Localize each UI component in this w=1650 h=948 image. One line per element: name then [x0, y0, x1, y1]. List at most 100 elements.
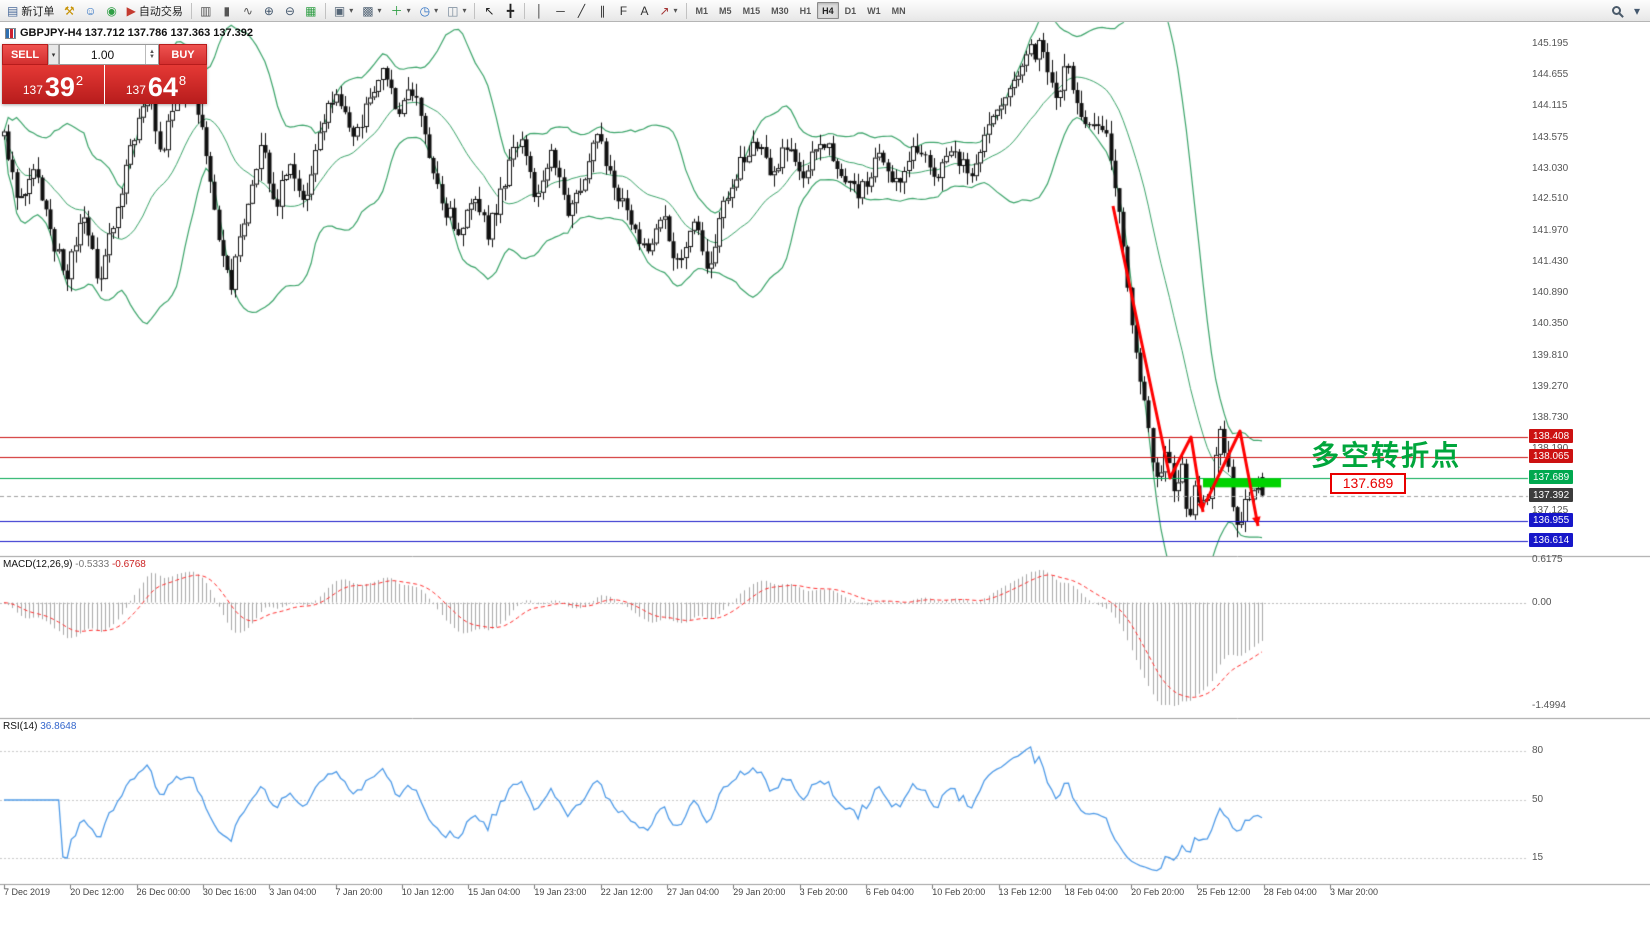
price-level-tag: 138.065 — [1529, 448, 1574, 463]
periods-dropdown-icon[interactable]: ▾ — [434, 6, 439, 15]
cursor-icon: ↖ — [484, 3, 495, 18]
metaeditor-button[interactable]: ⚒ — [59, 1, 79, 20]
price-axis-label: 145.195 — [1532, 37, 1569, 49]
time-axis-label: 28 Feb 04:00 — [1263, 887, 1317, 897]
sell-price-button[interactable]: 137 39 2 — [2, 65, 105, 104]
horizontal-line-icon: ─ — [556, 3, 565, 18]
macd-axis-label: -1.4994 — [1532, 700, 1566, 711]
vertical-line-icon: │ — [535, 3, 544, 18]
crosshair-button[interactable]: ╋ — [500, 1, 520, 20]
text-button[interactable]: A — [634, 1, 654, 20]
arrows-button[interactable]: ↗ ▾ — [655, 1, 681, 20]
price-axis-label: 140.890 — [1532, 287, 1569, 299]
vertical-line-button[interactable]: │ — [529, 1, 549, 20]
zoom-in-icon: ⊕ — [263, 3, 274, 18]
toolbar-separator — [685, 2, 687, 19]
timeframe-m15-button[interactable]: M15 — [742, 5, 761, 16]
rsi-level-label: 50 — [1532, 794, 1544, 805]
community-icon: ◉ — [106, 3, 117, 18]
timeframe-mn-button[interactable]: MN — [891, 5, 906, 16]
trendline-icon: ╱ — [577, 3, 586, 18]
indicators-button[interactable]: ＋ ▾ — [387, 1, 415, 20]
rsi-level-label: 80 — [1532, 744, 1544, 756]
timeframe-h1-button[interactable]: H1 — [799, 5, 812, 16]
market-grid-icon: ▦ — [305, 3, 317, 18]
line-chart-button[interactable]: ∿ — [238, 1, 258, 20]
macd-axis-label: 0.6175 — [1532, 554, 1563, 565]
timeframe-h4-button[interactable]: H4 — [817, 2, 839, 19]
volume-value[interactable]: 1.00 — [90, 47, 115, 62]
price-axis-label: 143.030 — [1532, 163, 1569, 175]
buy-button[interactable]: BUY — [159, 44, 207, 65]
candlestick-chart-button[interactable]: ▮ — [217, 1, 237, 20]
new-chart-dropdown-icon[interactable]: ▾ — [349, 6, 354, 15]
bid-pips: 39 — [44, 72, 75, 102]
zoom-in-button[interactable]: ⊕ — [259, 1, 279, 20]
arrows-dropdown-icon[interactable]: ▾ — [673, 6, 678, 15]
rsi-level-label: 15 — [1532, 851, 1544, 863]
timeframe-m30-button[interactable]: M30 — [771, 5, 789, 16]
timeframe-m5-button[interactable]: M5 — [719, 5, 732, 16]
support-price-annotation: 137.689 — [1330, 473, 1406, 494]
indicators-icon: ＋ — [390, 3, 403, 18]
templates-button[interactable]: ◫ ▾ — [443, 1, 470, 20]
timeframe-d1-button[interactable]: D1 — [844, 5, 857, 16]
toolbar-separator — [324, 2, 326, 19]
templates-dropdown-icon[interactable]: ▾ — [462, 6, 467, 15]
rsi-name: RSI(14) — [3, 721, 38, 732]
volume-field[interactable]: 1.00 ▲ ▼ — [59, 44, 159, 65]
new-chart-icon: ▣ — [333, 3, 346, 18]
price-axis-label: 141.430 — [1532, 255, 1569, 267]
timeframe-m1-button[interactable]: M1 — [695, 5, 709, 16]
chart-title-text: GBPJPY-H4 137.712 137.786 137.363 137.39… — [20, 27, 254, 39]
market-grid-button[interactable]: ▦ — [301, 1, 321, 20]
trade-options-dropdown-icon[interactable]: ▾ — [48, 44, 59, 65]
time-axis-label: 20 Dec 12:00 — [70, 887, 124, 897]
periods-icon: ◷ — [419, 3, 431, 18]
time-axis-label: 10 Jan 12:00 — [401, 887, 454, 897]
accounts-icon: ☺ — [84, 3, 97, 18]
price-level-tag: 137.689 — [1529, 470, 1574, 485]
macd-axis-label: 0.00 — [1532, 596, 1552, 608]
fibonacci-button[interactable]: F — [613, 1, 633, 20]
time-axis-label: 22 Jan 12:00 — [600, 887, 653, 897]
price-axis-label: 144.115 — [1532, 100, 1568, 112]
search-icon — [1611, 6, 1621, 15]
channel-button[interactable]: ∥ — [592, 1, 612, 20]
quick-search-button[interactable]: ▾ — [1627, 1, 1647, 20]
macd-main-value: -0.5333 — [75, 559, 110, 570]
quick-search-icon: ▾ — [1633, 3, 1641, 18]
time-axis-label: 15 Jan 04:00 — [468, 887, 521, 897]
price-axis-label: 139.810 — [1532, 349, 1569, 361]
sell-button[interactable]: SELL — [2, 44, 48, 65]
accounts-button[interactable]: ☺ — [80, 1, 100, 20]
autotrading-label: 自动交易 — [138, 5, 183, 18]
price-axis-label: 142.510 — [1532, 193, 1569, 205]
indicators-dropdown-icon[interactable]: ▾ — [406, 6, 411, 15]
bar-chart-button[interactable]: ▥ — [196, 1, 216, 20]
price-axis-label: 144.655 — [1532, 69, 1569, 81]
profiles-dropdown-icon[interactable]: ▾ — [377, 6, 382, 15]
price-axis-label: 138.730 — [1532, 412, 1569, 424]
volume-stepper[interactable]: ▲ ▼ — [145, 45, 158, 64]
zoom-out-button[interactable]: ⊖ — [280, 1, 300, 20]
macd-indicator-label: MACD(12,26,9) -0.5333 -0.6768 — [3, 559, 146, 570]
cursor-button[interactable]: ↖ — [479, 1, 499, 20]
time-axis-label: 29 Jan 20:00 — [733, 887, 786, 897]
profiles-button[interactable]: ▩ ▾ — [358, 1, 385, 20]
search-button[interactable] — [1606, 1, 1626, 20]
trendline-button[interactable]: ╱ — [571, 1, 591, 20]
time-axis-label: 19 Jan 23:00 — [534, 887, 587, 897]
buy-price-button[interactable]: 137 64 8 — [105, 65, 207, 104]
timeframe-w1-button[interactable]: W1 — [867, 5, 881, 16]
community-button[interactable]: ◉ — [102, 1, 122, 20]
horizontal-line-button[interactable]: ─ — [550, 1, 570, 20]
periods-button[interactable]: ◷ ▾ — [416, 1, 443, 20]
autotrading-icon: ▶ — [126, 3, 136, 18]
fibonacci-icon: F — [619, 3, 628, 18]
autotrading-button[interactable]: ▶ 自动交易 — [123, 1, 187, 20]
ask-point: 8 — [178, 73, 187, 88]
new-order-button[interactable]: ▤ 新订单 — [3, 1, 58, 20]
new-chart-button[interactable]: ▣ ▾ — [330, 1, 357, 20]
